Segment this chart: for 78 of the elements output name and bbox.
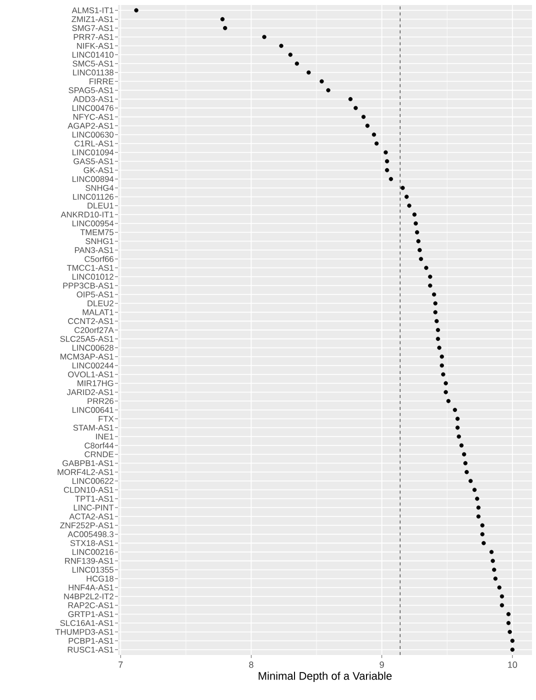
y-tick-label: STX18-AS1 bbox=[70, 540, 114, 546]
y-tick-label: OVOL1-AS1 bbox=[68, 371, 114, 378]
y-tick-label: INE1 bbox=[96, 434, 114, 440]
y-tick-label: PPP3CB-AS1 bbox=[63, 282, 114, 289]
y-tick-label: AC005498.3 bbox=[68, 531, 114, 538]
y-tick-label: LINC00630 bbox=[72, 132, 114, 138]
x-tick-label: 9 bbox=[380, 662, 384, 668]
y-tick-label: LINC01126 bbox=[73, 194, 114, 200]
y-tick-label: LINC00628 bbox=[72, 344, 114, 351]
y-tick-label: TMCC1-AS1 bbox=[66, 264, 114, 271]
y-tick-label: LINC00476 bbox=[72, 105, 114, 111]
y-tick-label: NFYC-AS1 bbox=[73, 114, 114, 120]
y-tick-label: LINC01094 bbox=[72, 149, 114, 156]
y-tick-label: C8orf44 bbox=[84, 442, 114, 448]
y-tick-label: LINC01355 bbox=[72, 566, 114, 573]
y-tick-label: C1RL-AS1 bbox=[74, 140, 114, 146]
y-tick-label: CCNT2-AS1 bbox=[68, 318, 114, 324]
y-tick-label: SMC5-AS1 bbox=[72, 60, 114, 67]
y-tick-label: MCM3AP-AS1 bbox=[60, 354, 114, 360]
y-tick-label: GAS5-AS1 bbox=[74, 158, 114, 164]
y-tick-label: ZNF252P-AS1 bbox=[60, 522, 114, 528]
y-tick-label: GABPB1-AS1 bbox=[62, 460, 114, 466]
y-tick-label: LINC00894 bbox=[72, 176, 114, 182]
y-tick-label: SMG7-AS1 bbox=[72, 25, 114, 32]
y-tick-label: ADD3-AS1 bbox=[73, 96, 114, 102]
x-tick-label: 8 bbox=[249, 662, 254, 668]
y-tick-label: ALMS1-IT1 bbox=[72, 7, 114, 14]
y-tick-label: STAM-AS1 bbox=[73, 424, 114, 431]
y-tick-label: LINC00622 bbox=[72, 478, 114, 484]
y-tick-label: ZMIZ1-AS1 bbox=[72, 16, 114, 22]
y-tick-label: PCBP1-AS1 bbox=[68, 638, 114, 644]
y-tick-label: CRNDE bbox=[84, 451, 114, 458]
y-tick-label: PAN3-AS1 bbox=[74, 247, 114, 254]
y-tick-label: MALAT1 bbox=[82, 309, 114, 316]
y-tick-label: C20orf27A bbox=[74, 326, 114, 334]
x-axis-title: Minimal Depth of a Variable bbox=[258, 672, 392, 682]
y-tick-label: LINC00216 bbox=[72, 549, 114, 555]
y-tick-label: MORF4L2-AS1 bbox=[58, 469, 114, 476]
y-tick-label: FIRRE bbox=[90, 78, 114, 84]
y-tick-label: C5orf66 bbox=[84, 256, 114, 262]
y-tick-label: ACTA2-AS1 bbox=[69, 514, 114, 520]
y-tick-label: JARID2-AS1 bbox=[66, 389, 114, 396]
y-tick-label: MIR17HG bbox=[78, 380, 114, 386]
y-tick-label: RNF139-AS1 bbox=[65, 558, 114, 564]
y-tick-label: DLEU1 bbox=[88, 202, 114, 209]
y-tick-label: LINC00641 bbox=[72, 406, 114, 413]
y-tick-label: PRR7-AS1 bbox=[74, 34, 114, 40]
y-tick-label: LINC01012 bbox=[72, 274, 114, 280]
y-tick-label: RAP2C-AS1 bbox=[68, 602, 114, 608]
y-tick-label: DLEU2 bbox=[88, 300, 114, 306]
y-tick-label: CLDN10-AS1 bbox=[64, 486, 114, 493]
y-tick-label: HNF4A-AS1 bbox=[68, 584, 114, 590]
y-tick-label: NIFK-AS1 bbox=[77, 42, 114, 49]
y-tick-label: TPT1-AS1 bbox=[75, 496, 114, 502]
y-tick-label: SPAG5-AS1 bbox=[68, 87, 114, 94]
x-tick-label: 7 bbox=[118, 662, 123, 668]
y-tick-label: LINC01410 bbox=[72, 52, 114, 58]
y-tick-label: SLC25A5-AS1 bbox=[60, 336, 114, 342]
y-tick-label: RUSC1-AS1 bbox=[68, 646, 114, 653]
y-tick-label: SNHG4 bbox=[86, 184, 114, 191]
y-tick-label: THUMPD3-AS1 bbox=[55, 628, 114, 635]
y-tick-label: FTX bbox=[98, 416, 114, 422]
y-tick-label: HCG18 bbox=[86, 576, 114, 582]
y-tick-label: GRTP1-AS1 bbox=[68, 611, 114, 618]
y-tick-label: LINC-PINT bbox=[74, 504, 114, 511]
y-tick-label: LINC00244 bbox=[72, 362, 114, 368]
y-tick-label: GK-AS1 bbox=[84, 167, 114, 174]
y-tick-label: SNHG1 bbox=[86, 238, 114, 244]
y-tick-label: AGAP2-AS1 bbox=[68, 122, 114, 129]
y-tick-label: SLC16A1-AS1 bbox=[60, 620, 114, 626]
y-tick-label: TMEM75 bbox=[80, 229, 114, 236]
y-tick-label: PRR26 bbox=[88, 398, 114, 404]
y-tick-label: LINC01138 bbox=[73, 70, 114, 76]
y-tick-label: N4BP2L2-IT2 bbox=[64, 594, 114, 600]
y-tick-label: OIP5-AS1 bbox=[76, 292, 114, 298]
y-tick-label: ANKRD10-IT1 bbox=[60, 212, 114, 218]
y-tick-label: LINC00954 bbox=[72, 220, 114, 226]
x-tick-label: 10 bbox=[508, 662, 518, 668]
